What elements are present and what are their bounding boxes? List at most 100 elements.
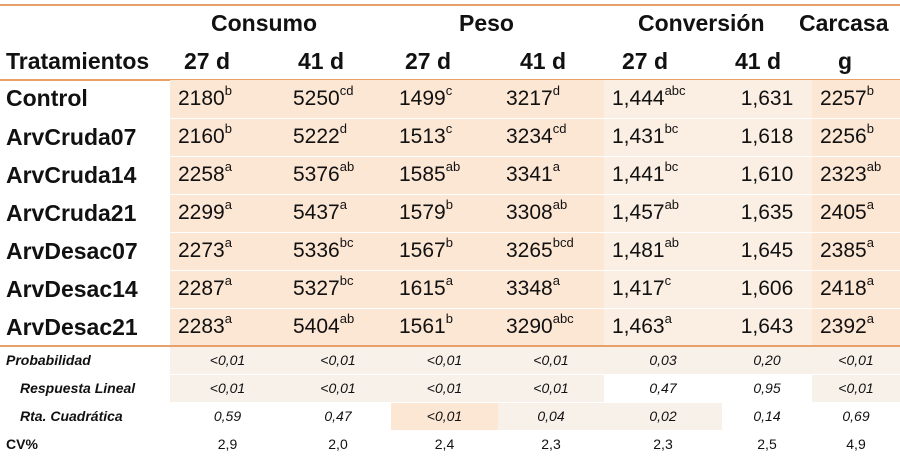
significance-letter: d: [339, 121, 347, 136]
header-consumo-27d: 27 d: [184, 48, 231, 74]
header-consumo: Consumo: [211, 10, 318, 36]
significance-letter: ab: [552, 197, 568, 212]
cell-v41: 1,635: [722, 194, 812, 233]
stats-value: <0,01: [170, 374, 285, 403]
cell-p27: 1567b: [391, 232, 498, 271]
significance-letter: ab: [866, 159, 882, 174]
stats-value: 0,47: [285, 402, 391, 431]
table-row: ArvDesac14 2287a 5327bc 1615a 3348a 1,417c 1,6…: [0, 270, 900, 309]
stats-value: 0,20: [722, 346, 812, 375]
stats-row: Rta. Cuadrática 0,59 0,47 <0,01 0,04 0,02 0,14…: [0, 402, 900, 431]
cell-value: 1,610: [740, 163, 794, 186]
stats-label: Respuesta Lineal: [0, 374, 170, 403]
cell-g: 2323ab: [812, 156, 900, 195]
stats-value: <0,01: [498, 374, 604, 403]
header-consumo-41d: 41 d: [298, 48, 345, 74]
significance-letter: b: [445, 311, 453, 326]
cell-value: 1,643: [740, 315, 794, 338]
cell-value: 5404: [293, 315, 340, 338]
cv-value: 4,9: [846, 436, 866, 453]
cell-value: 2257: [820, 86, 867, 110]
cell-value: 3341: [506, 163, 553, 186]
cv-value: 2,5: [757, 436, 777, 453]
significance-letter: a: [664, 311, 672, 326]
significance-letter: a: [866, 273, 874, 288]
cell-g: 2256b: [812, 118, 900, 157]
significance-letter: a: [224, 311, 232, 326]
table-row: ArvCruda14 2258a 5376ab 1585ab 3341a 1,441bc 1…: [0, 156, 900, 195]
table-row: ArvCruda21 2299a 5437a 1579b 3308ab 1,457ab 1,…: [0, 194, 900, 233]
cell-v27: 1,444abc: [604, 80, 722, 119]
cell-value: 5327: [293, 277, 340, 300]
significance-letter: ab: [339, 311, 355, 326]
cell-value: 3308: [506, 201, 553, 224]
cell-value: 1,606: [740, 277, 794, 300]
cell-v41: 1,631: [722, 80, 812, 119]
header-conversion-41d: 41 d: [735, 48, 782, 74]
cell-value: 2405: [820, 201, 867, 224]
cell-value: 1,631: [740, 86, 794, 110]
stats-value: 0,02: [604, 402, 722, 431]
stats-value: <0,01: [498, 346, 604, 375]
cell-p27: 1579b: [391, 194, 498, 233]
stats-value: <0,01: [812, 346, 900, 375]
cell-p27: 1513c: [391, 118, 498, 157]
cell-p27: 1499c: [391, 80, 498, 119]
significance-letter: a: [552, 273, 560, 288]
cell-value: 1585: [399, 163, 446, 186]
stats-value: <0,01: [170, 346, 285, 375]
significance-letter: d: [552, 82, 560, 98]
significance-letter: a: [224, 273, 232, 288]
stats-value: 0,69: [812, 402, 900, 431]
cell-p41: 3234cd: [498, 118, 604, 157]
cell-v27: 1,441bc: [604, 156, 722, 195]
significance-letter: b: [224, 82, 232, 98]
significance-letter: bc: [339, 273, 354, 288]
significance-letter: b: [445, 235, 453, 250]
stats-value: <0,01: [285, 346, 391, 375]
stats-value: 0,14: [722, 402, 812, 431]
row-treatment-name: ArvCruda21: [0, 194, 170, 233]
cell-p41: 3290abc: [498, 308, 604, 347]
cv-label: CV%: [6, 436, 38, 453]
significance-letter: bc: [664, 121, 679, 136]
cell-value: 1,417: [612, 277, 665, 300]
row-treatment-name: ArvDesac21: [0, 308, 170, 347]
significance-letter: a: [224, 159, 232, 174]
cell-value: 3217: [506, 86, 553, 110]
cell-value: 2392: [820, 315, 867, 338]
cell-value: 1,457: [612, 201, 665, 224]
cell-value: 5250: [293, 86, 340, 110]
cell-value: 5437: [293, 201, 340, 224]
table-row: ArvDesac21 2283a 5404ab 1561b 3290abc 1,463a 1…: [0, 308, 900, 347]
significance-letter: b: [866, 121, 874, 136]
cell-v41: 1,618: [722, 118, 812, 157]
cell-value: 1,618: [740, 125, 794, 148]
cell-g: 2418a: [812, 270, 900, 309]
cell-value: 5376: [293, 163, 340, 186]
table-row: Control 2180b 5250cd 1499c 3217d 1,444abc 1,63…: [0, 80, 900, 119]
data-table: Control 2180b 5250cd 1499c 3217d 1,444abc 1,63…: [0, 80, 900, 458]
significance-letter: c: [445, 82, 453, 98]
cell-c41: 5376ab: [285, 156, 391, 195]
cell-value: 2385: [820, 239, 867, 262]
stats-rule: [0, 345, 900, 347]
cell-value: 1,645: [740, 239, 794, 262]
cell-v41: 1,645: [722, 232, 812, 271]
cv-row: CV% 2,9 2,0 2,4 2,3 2,3 2,5 4,9: [0, 430, 900, 458]
stats-value: 0,95: [722, 374, 812, 403]
stats-row: Respuesta Lineal <0,01 <0,01 <0,01 <0,01 0,47…: [0, 374, 900, 403]
cell-c27: 2299a: [170, 194, 285, 233]
cv-value: 2,0: [328, 436, 348, 453]
cell-value: 1561: [399, 315, 446, 338]
cell-value: 1,481: [612, 239, 665, 262]
row-treatment-name: Control: [0, 80, 170, 119]
significance-letter: ab: [664, 235, 680, 250]
cv-value: 2,3: [653, 436, 673, 453]
header-carcasa-unit: g: [838, 48, 853, 74]
cell-p41: 3217d: [498, 80, 604, 119]
stats-value: 0,59: [170, 402, 285, 431]
cell-value: 1499: [399, 86, 446, 110]
significance-letter: a: [445, 273, 453, 288]
